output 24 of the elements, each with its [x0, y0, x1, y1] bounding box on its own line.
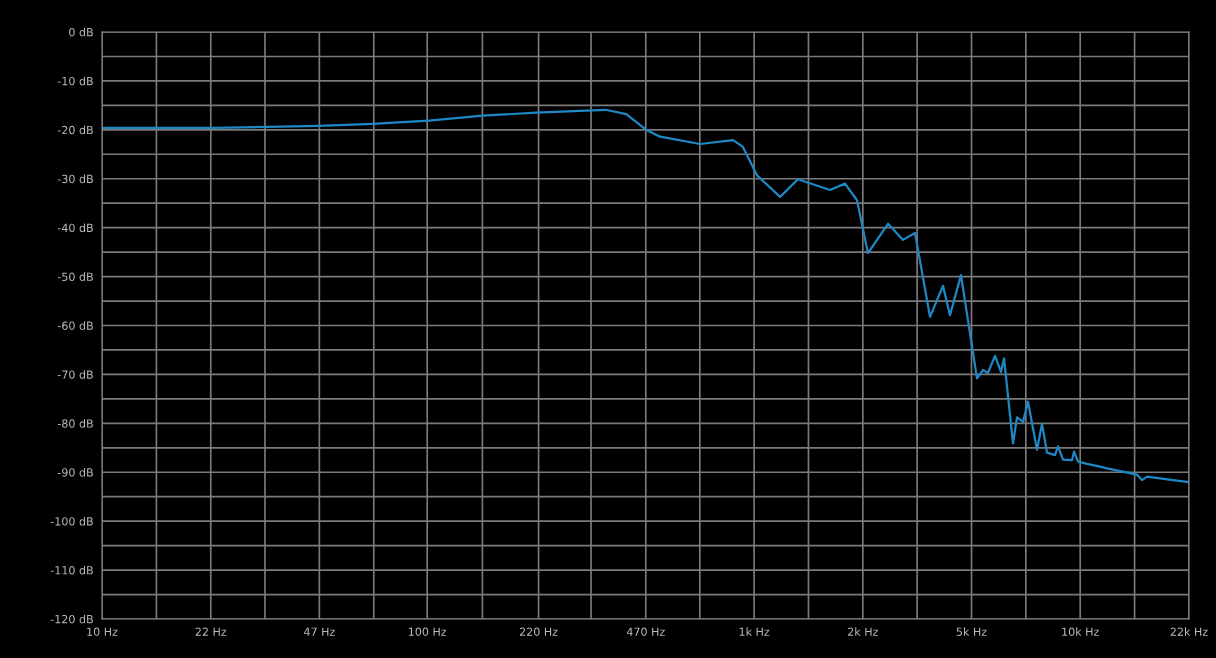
y-tick-label: -60 dB — [57, 321, 93, 330]
x-tick-label: 10 Hz — [87, 627, 118, 636]
x-tick-label: 22k Hz — [1170, 627, 1208, 636]
y-tick-label: -80 dB — [57, 419, 93, 428]
x-tick-label: 2k Hz — [848, 627, 878, 636]
y-tick-label: -120 dB — [50, 614, 93, 624]
y-tick-label: -110 dB — [50, 565, 93, 575]
x-tick-label: 1k Hz — [739, 627, 770, 636]
x-tick-label: 220 Hz — [519, 627, 558, 636]
y-tick-label: -10 dB — [57, 76, 93, 86]
y-tick-label: -30 dB — [57, 174, 93, 184]
y-tick-label: -70 dB — [57, 370, 93, 379]
y-tick-label: -100 dB — [50, 516, 93, 526]
x-tick-label: 100 Hz — [408, 627, 447, 636]
y-tick-label: 0 dB — [69, 27, 93, 37]
x-tick-label: 10k Hz — [1062, 627, 1099, 636]
y-tick-label: -90 dB — [57, 468, 93, 477]
x-tick-label: 5k Hz — [956, 627, 987, 636]
x-tick-label: 470 Hz — [626, 627, 665, 636]
y-tick-label: -40 dB — [57, 223, 93, 233]
y-tick-label: -20 dB — [57, 125, 93, 135]
x-tick-label: 47 Hz — [303, 627, 335, 636]
y-tick-label: -50 dB — [57, 272, 93, 281]
x-tick-label: 22 Hz — [195, 627, 227, 636]
